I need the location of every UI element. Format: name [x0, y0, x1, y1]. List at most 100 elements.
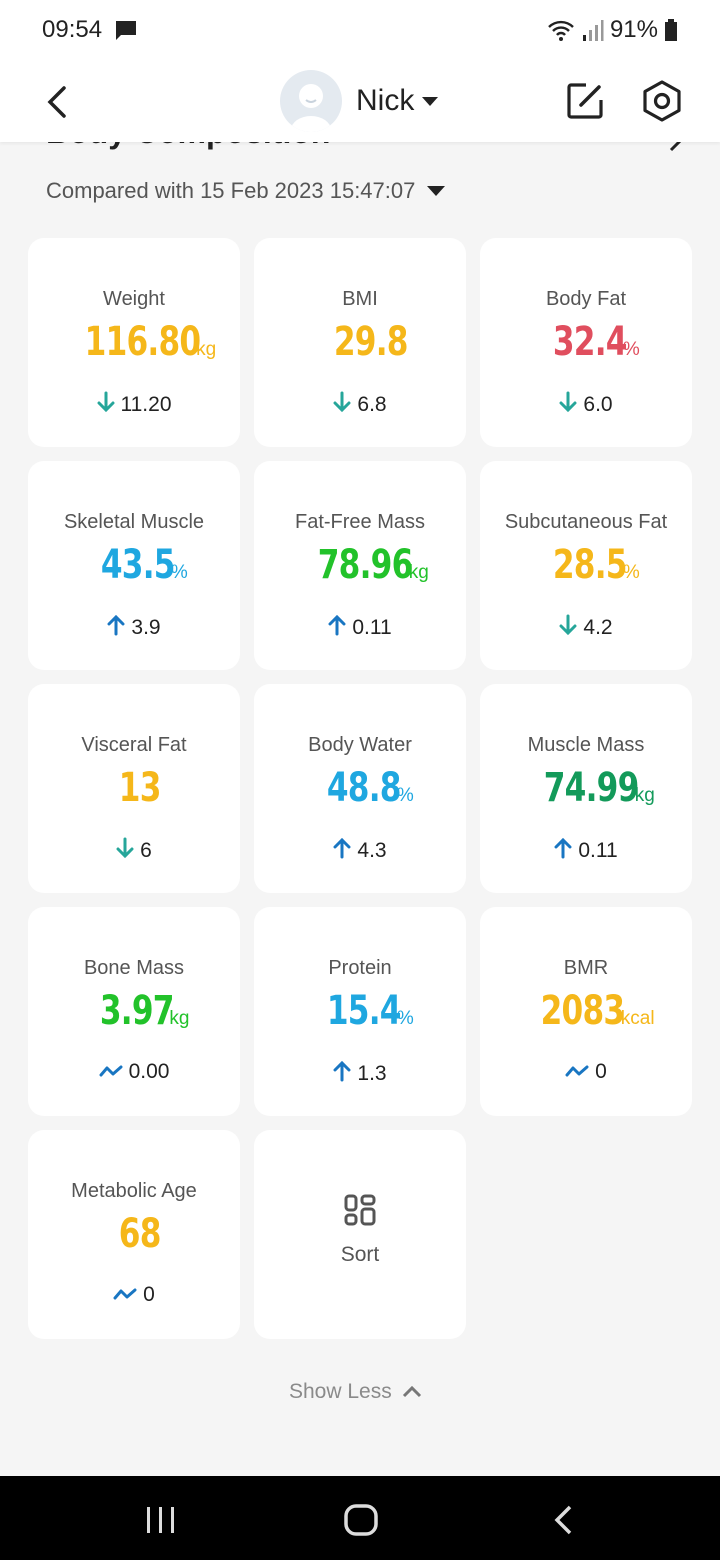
metric-card-muscle-mass[interactable]: Muscle Mass 74.99 kg 0.11	[480, 684, 692, 893]
battery-percent: 91%	[609, 16, 658, 43]
metric-card-bmr[interactable]: BMR 2083 kcal 0	[480, 907, 692, 1116]
metric-card-fat-free-mass[interactable]: Fat-Free Mass 78.96 kg 0.11	[254, 461, 466, 670]
arrow-down-icon	[97, 391, 121, 419]
sort-label: Sort	[340, 1243, 380, 1266]
metric-delta-value: 6.8	[357, 393, 387, 416]
compare-date-selector[interactable]: Compared with 15 Feb 2023 15:47:07	[46, 178, 446, 204]
metric-card-bone-mass[interactable]: Bone Mass 3.97 kg 0.00	[28, 907, 240, 1116]
status-time: 09:54	[42, 16, 103, 43]
metric-label: Subcutaneous Fat	[504, 511, 668, 533]
metric-delta-value: 4.3	[357, 839, 387, 862]
metric-value-row: 32.4%	[532, 319, 640, 369]
metric-label: Visceral Fat	[81, 734, 187, 756]
metric-delta: 0	[565, 1060, 607, 1084]
arrow-up-icon	[333, 837, 357, 865]
metric-unit: %	[622, 339, 640, 360]
metric-label: Body Fat	[545, 288, 627, 310]
metric-value: 74.99	[543, 765, 640, 811]
metric-label: Bone Mass	[83, 957, 185, 979]
edit-button[interactable]	[566, 82, 604, 120]
metric-value: 68	[118, 1211, 162, 1257]
sort-button[interactable]: Sort	[254, 1130, 466, 1339]
metric-value-row: 68	[107, 1211, 162, 1261]
metric-delta-value: 0	[595, 1060, 607, 1083]
metric-delta: 6.0	[559, 391, 613, 419]
metric-delta-value: 4.2	[583, 616, 613, 639]
metric-delta: 4.2	[559, 614, 613, 642]
metric-delta-value: 1.3	[357, 1062, 387, 1085]
metric-delta: 0	[113, 1283, 155, 1307]
metric-value-row: 43.5%	[80, 542, 188, 592]
trend-flat-icon	[565, 1060, 595, 1084]
metric-value: 48.8	[327, 765, 402, 811]
system-nav-bar	[0, 1476, 720, 1560]
metric-unit: kg	[408, 562, 429, 583]
metric-value-row: 28.5%	[532, 542, 640, 592]
metric-unit: %	[622, 562, 640, 583]
home-icon[interactable]	[344, 1504, 378, 1541]
metric-card-visceral-fat[interactable]: Visceral Fat 13 6	[28, 684, 240, 893]
metrics-grid: Weight 116.80 kg 11.20 BMI 29.8 6.8 Body Fat 3…	[28, 238, 692, 1339]
metric-delta: 6	[116, 837, 152, 865]
metric-card-weight[interactable]: Weight 116.80 kg 11.20	[28, 238, 240, 447]
back-button[interactable]	[40, 82, 76, 122]
metric-delta: 0.11	[328, 614, 392, 642]
settings-hexagon-icon[interactable]	[642, 80, 682, 122]
metric-delta-value: 0.11	[578, 839, 618, 862]
metric-label: Weight	[103, 288, 165, 310]
show-less-label: Show Less	[289, 1380, 392, 1403]
metric-unit: kg	[169, 1008, 190, 1029]
metric-delta-value: 11.20	[120, 393, 172, 416]
metric-label: Fat-Free Mass	[294, 511, 426, 533]
message-icon	[114, 19, 138, 41]
signal-icon	[582, 18, 604, 42]
metric-label: Metabolic Age	[71, 1180, 197, 1202]
metric-delta: 6.8	[333, 391, 387, 419]
metric-card-body-fat[interactable]: Body Fat 32.4% 6.0	[480, 238, 692, 447]
metric-label: Body Water	[308, 734, 412, 756]
metric-label: Skeletal Muscle	[63, 511, 205, 533]
battery-icon	[664, 18, 678, 42]
trend-flat-icon	[99, 1060, 129, 1084]
metric-value-row: 48.8%	[306, 765, 414, 815]
metric-value: 43.5	[101, 542, 176, 588]
metric-delta-value: 6.0	[583, 393, 613, 416]
trend-flat-icon	[113, 1283, 143, 1307]
metric-delta-value: 0	[143, 1283, 155, 1306]
arrow-down-icon	[559, 391, 583, 419]
app-header: Nick	[0, 60, 720, 142]
wifi-icon	[546, 18, 576, 42]
metric-label: Muscle Mass	[527, 734, 645, 756]
metric-delta-value: 0.00	[128, 1060, 170, 1083]
metric-value-row: 3.97 kg	[79, 988, 190, 1038]
arrow-up-icon	[333, 1060, 357, 1088]
metric-value: 3.97	[99, 988, 174, 1034]
metric-card-metabolic-age[interactable]: Metabolic Age 68 0	[28, 1130, 240, 1339]
caret-down-icon	[422, 96, 439, 106]
metric-card-subcutaneous-fat[interactable]: Subcutaneous Fat 28.5% 4.2	[480, 461, 692, 670]
metric-value-row: 2083 kcal	[517, 988, 655, 1038]
metric-unit: %	[396, 1008, 414, 1029]
profile-name: Nick	[356, 84, 415, 117]
metric-value: 32.4	[553, 319, 628, 365]
metric-card-skeletal-muscle[interactable]: Skeletal Muscle 43.5% 3.9	[28, 461, 240, 670]
arrow-down-icon	[116, 837, 140, 865]
metric-value-row: 15.4%	[306, 988, 414, 1038]
metric-delta: 0.11	[554, 837, 618, 865]
metric-card-bmi[interactable]: BMI 29.8 6.8	[254, 238, 466, 447]
profile-switcher[interactable]: Nick	[280, 70, 439, 132]
metric-delta: 4.3	[333, 837, 387, 865]
show-less-button[interactable]: Show Less	[289, 1380, 422, 1404]
metric-delta: 1.3	[333, 1060, 387, 1088]
metric-card-body-water[interactable]: Body Water 48.8% 4.3	[254, 684, 466, 893]
metric-label: BMR	[563, 957, 609, 979]
metric-unit: %	[170, 562, 188, 583]
metric-value-row: 116.80 kg	[52, 319, 216, 369]
metric-value: 116.80	[84, 319, 201, 365]
compare-date-label: Compared with 15 Feb 2023 15:47:07	[46, 178, 416, 203]
arrow-up-icon	[554, 837, 578, 865]
nav-back-icon[interactable]	[552, 1504, 574, 1541]
metric-card-protein[interactable]: Protein 15.4% 1.3	[254, 907, 466, 1116]
metric-delta-value: 6	[140, 839, 152, 862]
recents-icon[interactable]	[146, 1506, 176, 1539]
